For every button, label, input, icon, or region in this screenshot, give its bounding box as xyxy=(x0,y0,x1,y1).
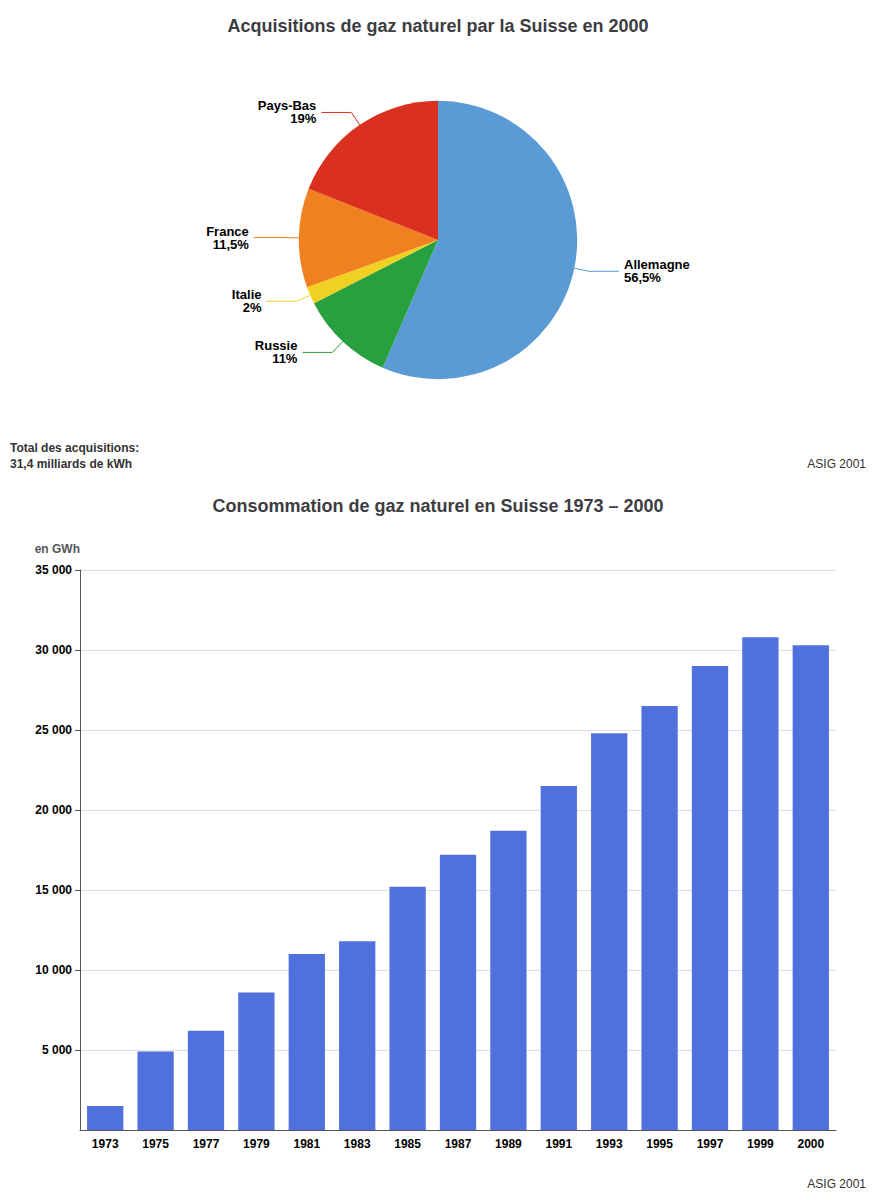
svg-text:ASIG 2001: ASIG 2001 xyxy=(807,457,866,471)
svg-text:1995: 1995 xyxy=(646,1137,673,1151)
svg-text:France: France xyxy=(206,223,249,239)
svg-text:Acquisitions de gaz naturel pa: Acquisitions de gaz naturel par la Suiss… xyxy=(227,16,648,36)
svg-text:25 000: 25 000 xyxy=(35,723,72,737)
svg-text:en GWh: en GWh xyxy=(35,542,80,556)
svg-text:20 000: 20 000 xyxy=(35,803,72,817)
svg-text:35 000: 35 000 xyxy=(35,563,72,577)
svg-text:1983: 1983 xyxy=(344,1137,371,1151)
svg-text:Italie: Italie xyxy=(231,287,262,303)
svg-text:1985: 1985 xyxy=(394,1137,421,1151)
svg-text:1997: 1997 xyxy=(697,1137,724,1151)
svg-text:Consommation de gaz naturel en: Consommation de gaz naturel en Suisse 19… xyxy=(212,496,663,516)
svg-text:1991: 1991 xyxy=(545,1137,572,1151)
svg-text:ASIG 2001: ASIG 2001 xyxy=(807,1177,866,1191)
svg-text:56,5%: 56,5% xyxy=(624,270,661,285)
svg-text:10 000: 10 000 xyxy=(35,963,72,977)
svg-text:Russie: Russie xyxy=(254,338,298,354)
svg-text:31,4 milliards de kWh: 31,4 milliards de kWh xyxy=(10,457,132,471)
svg-text:11%: 11% xyxy=(272,351,298,366)
svg-text:1989: 1989 xyxy=(495,1137,522,1151)
svg-text:1973: 1973 xyxy=(92,1137,119,1151)
svg-text:1979: 1979 xyxy=(243,1137,270,1151)
svg-text:Pays-Bas: Pays-Bas xyxy=(257,98,317,114)
svg-text:2%: 2% xyxy=(243,300,262,315)
svg-text:2000: 2000 xyxy=(797,1137,824,1151)
svg-text:1975: 1975 xyxy=(142,1137,169,1151)
svg-text:Allemagne: Allemagne xyxy=(624,257,690,273)
svg-text:1977: 1977 xyxy=(193,1137,220,1151)
svg-text:30 000: 30 000 xyxy=(35,643,72,657)
svg-text:1999: 1999 xyxy=(747,1137,774,1151)
svg-text:Total des acquisitions:: Total des acquisitions: xyxy=(10,441,139,455)
svg-text:1987: 1987 xyxy=(445,1137,472,1151)
svg-text:19%: 19% xyxy=(290,111,316,126)
svg-text:11,5%: 11,5% xyxy=(213,237,250,252)
svg-text:1981: 1981 xyxy=(293,1137,320,1151)
svg-text:5 000: 5 000 xyxy=(42,1043,72,1057)
svg-text:1993: 1993 xyxy=(596,1137,623,1151)
svg-text:15 000: 15 000 xyxy=(35,883,72,897)
